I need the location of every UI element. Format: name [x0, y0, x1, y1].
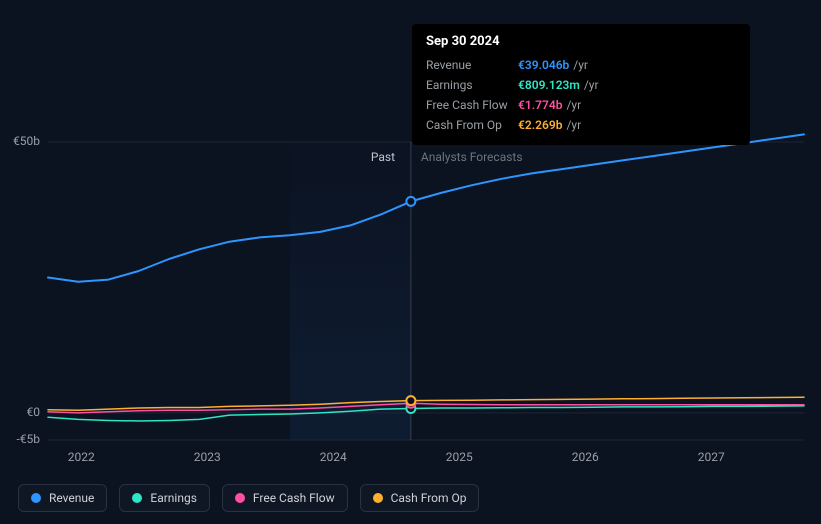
- chart-tooltip: Sep 30 2024 Revenue€39.046b/yrEarnings€8…: [412, 24, 750, 145]
- legend-item-earnings[interactable]: Earnings: [119, 484, 210, 512]
- tooltip-row-value: €2.269b: [518, 115, 562, 135]
- x-tick-label: 2025: [446, 450, 473, 464]
- legend-item-label: Earnings: [150, 491, 197, 505]
- legend-item-fcf[interactable]: Free Cash Flow: [222, 484, 348, 512]
- tooltip-row: Earnings€809.123m/yr: [426, 75, 736, 95]
- legend-item-label: Revenue: [49, 491, 94, 505]
- tooltip-date: Sep 30 2024: [426, 34, 736, 49]
- tooltip-row: Free Cash Flow€1.774b/yr: [426, 95, 736, 115]
- y-tick-label: €50b: [0, 134, 40, 148]
- tooltip-row-unit: /yr: [566, 95, 581, 115]
- tooltip-row-unit: /yr: [584, 75, 599, 95]
- tooltip-row-value: €39.046b: [518, 55, 569, 75]
- y-tick-label: €0: [0, 405, 40, 419]
- tooltip-row-label: Revenue: [426, 55, 518, 75]
- chart-legend: Revenue Earnings Free Cash Flow Cash From O…: [18, 484, 479, 512]
- x-tick-label: 2022: [68, 450, 95, 464]
- legend-item-label: Cash From Op: [391, 491, 467, 505]
- tooltip-row: Cash From Op€2.269b/yr: [426, 115, 736, 135]
- tooltip-row-unit: /yr: [566, 115, 581, 135]
- tooltip-row: Revenue€39.046b/yr: [426, 55, 736, 75]
- legend-item-revenue[interactable]: Revenue: [18, 484, 107, 512]
- x-tick-label: 2023: [194, 450, 221, 464]
- x-tick-label: 2024: [320, 450, 347, 464]
- tooltip-row-value: €1.774b: [518, 95, 562, 115]
- chart-container: Past Analysts Forecasts Sep 30 2024 Reve…: [0, 0, 821, 524]
- tooltip-row-unit: /yr: [573, 55, 588, 75]
- legend-item-label: Free Cash Flow: [253, 491, 335, 505]
- legend-dot-icon: [373, 493, 383, 503]
- legend-dot-icon: [235, 493, 245, 503]
- x-tick-label: 2026: [572, 450, 599, 464]
- x-tick-label: 2027: [698, 450, 725, 464]
- legend-dot-icon: [132, 493, 142, 503]
- legend-item-cfo[interactable]: Cash From Op: [360, 484, 480, 512]
- y-tick-label: -€5b: [0, 432, 40, 446]
- tooltip-row-label: Earnings: [426, 75, 518, 95]
- tooltip-row-value: €809.123m: [518, 75, 580, 95]
- tooltip-row-label: Cash From Op: [426, 115, 518, 135]
- tooltip-row-label: Free Cash Flow: [426, 95, 518, 115]
- legend-dot-icon: [31, 493, 41, 503]
